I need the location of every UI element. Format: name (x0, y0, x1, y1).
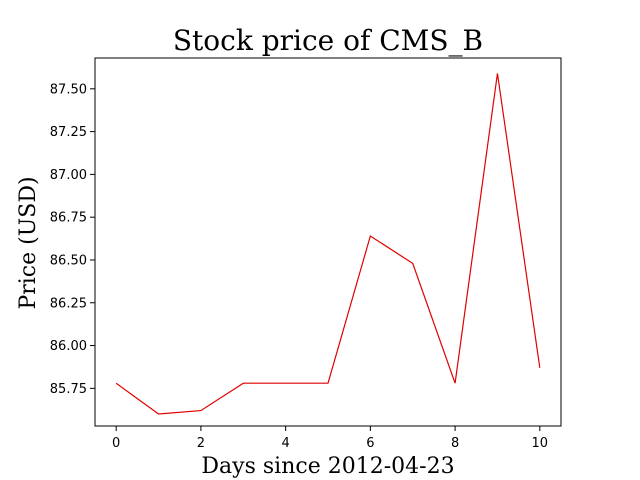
series-layer (115, 73, 541, 415)
x-axis: 0 2 4 6 8 10 (112, 426, 548, 451)
y-tick-label: 86.75 (50, 211, 87, 226)
price-series-line (115, 73, 541, 415)
x-tick-label: 10 (532, 436, 549, 451)
x-tick-label: 0 (112, 436, 120, 451)
y-tick-label: 87.50 (50, 82, 87, 97)
y-axis-label: Price (USD) (16, 176, 41, 309)
y-tick-label: 87.25 (50, 125, 87, 140)
x-tick-label: 4 (281, 436, 289, 451)
y-tick-label: 86.00 (50, 339, 87, 354)
y-tick-label: 86.25 (50, 296, 87, 311)
y-tick-label: 86.50 (50, 253, 87, 268)
plot-area-frame (94, 57, 562, 427)
y-tick-label: 85.75 (50, 382, 87, 397)
y-tick-label: 87.00 (50, 168, 87, 183)
x-tick-label: 6 (366, 436, 374, 451)
x-axis-label: Days since 2012-04-23 (201, 454, 454, 479)
y-axis: 85.75 86.00 86.25 86.50 86.75 87.00 87.25 87.50 (50, 82, 95, 397)
x-tick-label: 2 (197, 436, 205, 451)
chart-title: Stock price of CMS_B (173, 24, 483, 57)
x-tick-label: 8 (451, 436, 459, 451)
